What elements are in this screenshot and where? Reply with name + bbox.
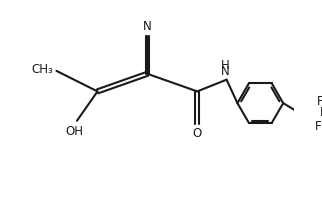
Text: CH₃: CH₃ — [31, 63, 53, 76]
Text: F: F — [315, 120, 321, 133]
Text: OH: OH — [65, 125, 83, 138]
Text: O: O — [193, 127, 202, 140]
Text: H: H — [221, 59, 230, 72]
Text: F: F — [317, 95, 322, 107]
Text: N: N — [143, 20, 152, 33]
Text: F: F — [320, 106, 322, 119]
Text: N: N — [221, 65, 230, 78]
